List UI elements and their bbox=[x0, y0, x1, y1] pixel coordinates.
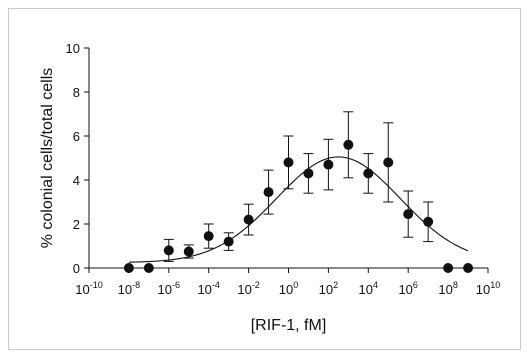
tick-labels: 0 2 4 6 8 10 10-10 10-8 10-6 10-4 10-2 100 102 104 106… bbox=[66, 41, 501, 297]
x-tick-label: 102 bbox=[319, 280, 338, 297]
y-tick-label: 2 bbox=[73, 217, 80, 232]
data-point bbox=[363, 168, 374, 179]
data-point bbox=[383, 157, 394, 168]
data-point bbox=[423, 216, 434, 227]
x-tick-label: 10-10 bbox=[75, 280, 102, 297]
data-point bbox=[223, 236, 234, 247]
data-point bbox=[463, 263, 474, 273]
y-tick-label: 0 bbox=[73, 261, 80, 276]
x-tick-label: 1010 bbox=[476, 280, 500, 297]
error-bars bbox=[163, 111, 434, 262]
x-tick-label: 108 bbox=[438, 280, 457, 297]
data-point bbox=[403, 209, 414, 220]
data-point bbox=[283, 157, 294, 168]
x-tick-label: 100 bbox=[279, 280, 298, 297]
y-tick-label: 10 bbox=[66, 41, 80, 56]
x-tick-label: 10-4 bbox=[197, 280, 219, 297]
data-point bbox=[323, 159, 334, 170]
x-tick-label: 106 bbox=[398, 280, 417, 297]
data-point bbox=[303, 168, 314, 179]
x-tick-label: 104 bbox=[359, 280, 378, 297]
y-tick-label: 6 bbox=[73, 129, 80, 144]
data-point bbox=[183, 246, 194, 257]
chart-frame bbox=[8, 8, 521, 350]
data-point bbox=[443, 263, 454, 273]
data-points bbox=[123, 139, 474, 273]
y-axis-title: % colonial cells/total cells bbox=[39, 68, 56, 249]
data-point bbox=[143, 263, 154, 273]
x-tick-label: 10-6 bbox=[158, 280, 180, 297]
data-point bbox=[123, 263, 134, 273]
x-tick-label: 10-8 bbox=[118, 280, 140, 297]
data-point bbox=[163, 245, 174, 256]
fit-curve bbox=[128, 156, 469, 263]
y-tick-label: 8 bbox=[73, 85, 80, 100]
data-point bbox=[263, 187, 274, 198]
y-tick-label: 4 bbox=[73, 173, 80, 188]
x-axis-title: [RIF-1, fM] bbox=[251, 317, 327, 334]
fit-curve-group bbox=[128, 156, 469, 263]
x-tick-label: 10-2 bbox=[237, 280, 259, 297]
data-point bbox=[243, 214, 254, 225]
data-point bbox=[343, 139, 354, 150]
data-point bbox=[203, 231, 214, 242]
